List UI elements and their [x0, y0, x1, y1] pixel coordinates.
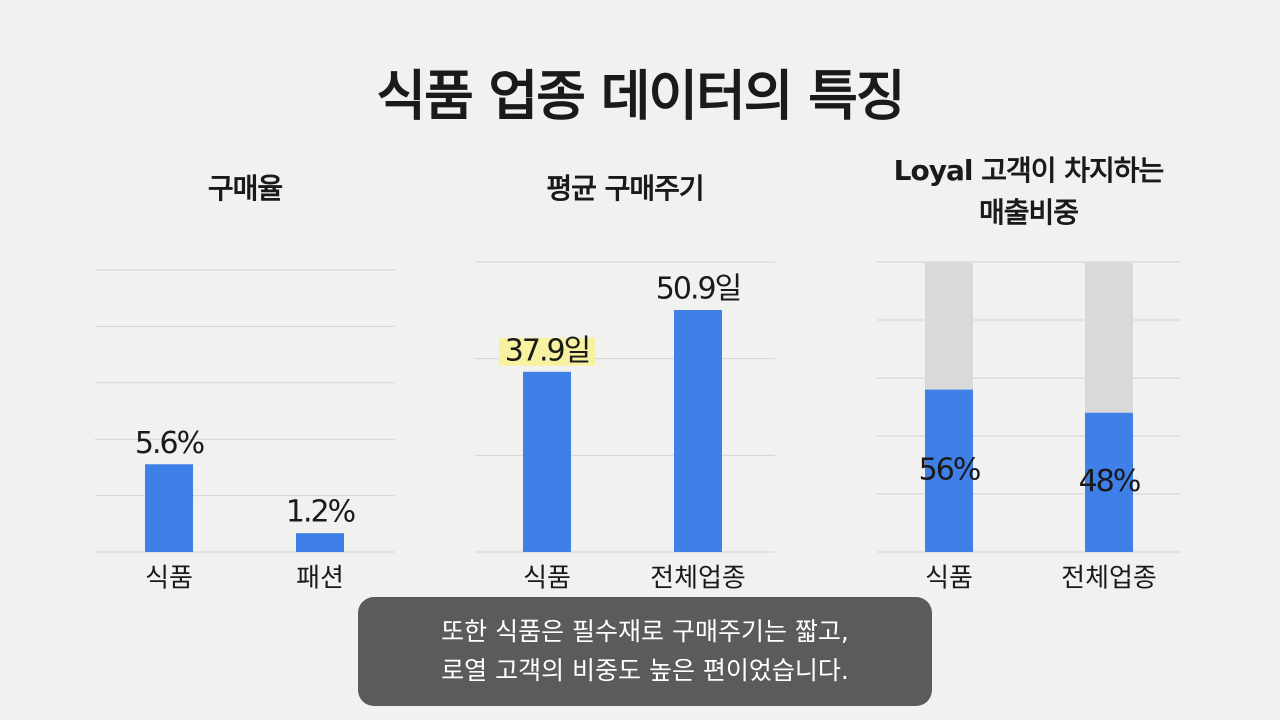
chart-title: Loyal 고객이 차지하는: [894, 154, 1164, 187]
value-label: 37.9일: [505, 333, 589, 368]
chart-title: 구매율: [208, 172, 283, 205]
label-highlight: [499, 337, 595, 366]
x-tick-label: 패션: [296, 564, 344, 594]
value-label: 48%: [1079, 464, 1140, 499]
value-label: 1.2%: [286, 495, 355, 530]
caption-line: 로열 고객의 비중도 높은 편이었습니다.: [441, 656, 849, 685]
bar: [145, 464, 193, 552]
bar: [296, 533, 344, 552]
bar: [1085, 412, 1133, 552]
x-tick-label: 식품: [523, 564, 571, 594]
x-tick-label: 식품: [145, 564, 193, 594]
value-label: 50.9일: [656, 272, 740, 307]
chart-title: 평균 구매주기: [546, 172, 703, 205]
bar: [674, 310, 722, 552]
value-label: 5.6%: [135, 426, 204, 461]
chart-title: 매출비중: [979, 196, 1078, 229]
bar: [523, 371, 571, 552]
caption-box: [358, 597, 932, 706]
caption-line: 또한 식품은 필수재로 구매주기는 짧고,: [441, 617, 849, 646]
x-tick-label: 전체업종: [650, 564, 746, 594]
x-tick-label: 전체업종: [1061, 564, 1157, 594]
x-tick-label: 식품: [925, 564, 973, 594]
value-label: 56%: [919, 452, 980, 487]
bar: [925, 389, 973, 552]
page-title: 식품 업종 데이터의 특징: [376, 65, 903, 128]
